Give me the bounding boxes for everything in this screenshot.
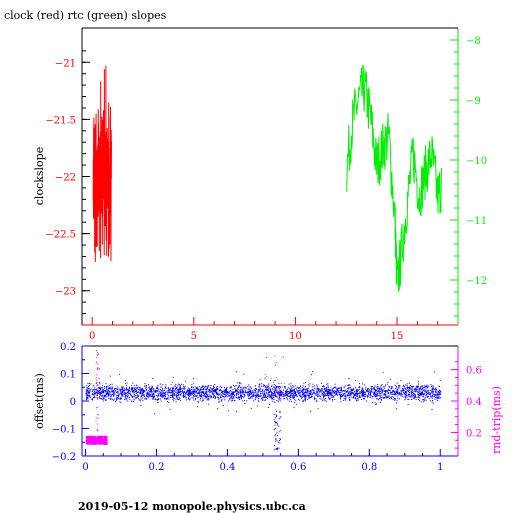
top-x-tick-label: 15: [391, 331, 404, 342]
top-x-tick-label: 5: [191, 331, 197, 342]
bottom-y-tick-label: 0.1: [60, 370, 76, 381]
bottom-y-tick-label: −0.1: [52, 425, 76, 436]
top-y-tick-label: −22: [55, 173, 76, 184]
top-y-tick-label: −21.5: [45, 115, 76, 126]
chart-title: clock (red) rtc (green) slopes: [4, 9, 167, 22]
bottom-y2-tick-label: 0.4: [466, 397, 482, 408]
bottom-x-tick-label: 0.6: [290, 462, 306, 473]
top-y2-tick-label: −10: [466, 156, 487, 167]
top-y2-tick-label: −8: [466, 36, 481, 47]
bottom-y2-tick-label: 0.2: [466, 428, 482, 439]
bottom-y-tick-label: 0: [70, 397, 76, 408]
rtc-slope-line: [345, 64, 442, 293]
bottom-y2-tick-label: 0.6: [466, 366, 482, 377]
rndtrip-scatter: [85, 350, 285, 445]
footer-label: 2019-05-12 monopole.physics.ubc.ca: [78, 500, 306, 513]
top-y-tick-label: −22.5: [45, 230, 76, 241]
top-y2-tick-label: −9: [466, 96, 481, 107]
bottom-x-tick-label: 0: [82, 462, 88, 473]
clock-slope-line: [92, 65, 112, 263]
bottom-x-tick-label: 0.4: [219, 462, 235, 473]
top-y-tick-label: −23: [55, 287, 76, 298]
top-x-tick-label: 0: [89, 331, 95, 342]
bottom-x-tick-label: 0.8: [361, 462, 377, 473]
top-y-tick-label: −21: [55, 58, 76, 69]
bottom-y-tick-label: 0.2: [60, 342, 76, 353]
bottom-y2-axis-label: rnd-trip(ms): [490, 386, 503, 454]
bottom-x-tick-label: 1: [437, 462, 443, 473]
bottom-y-tick-label: −0.2: [52, 452, 76, 463]
top-y2-tick-label: −11: [466, 216, 487, 227]
top-y2-tick-label: −12: [466, 276, 487, 287]
top-y-axis-label: clockslope: [33, 147, 46, 205]
offset-points: [85, 371, 442, 451]
bottom-y-axis-label: offset(ms): [33, 373, 46, 429]
bottom-x-tick-label: 0.2: [149, 462, 165, 473]
offset-scatter: [85, 371, 442, 451]
top-x-tick-label: 10: [289, 331, 302, 342]
